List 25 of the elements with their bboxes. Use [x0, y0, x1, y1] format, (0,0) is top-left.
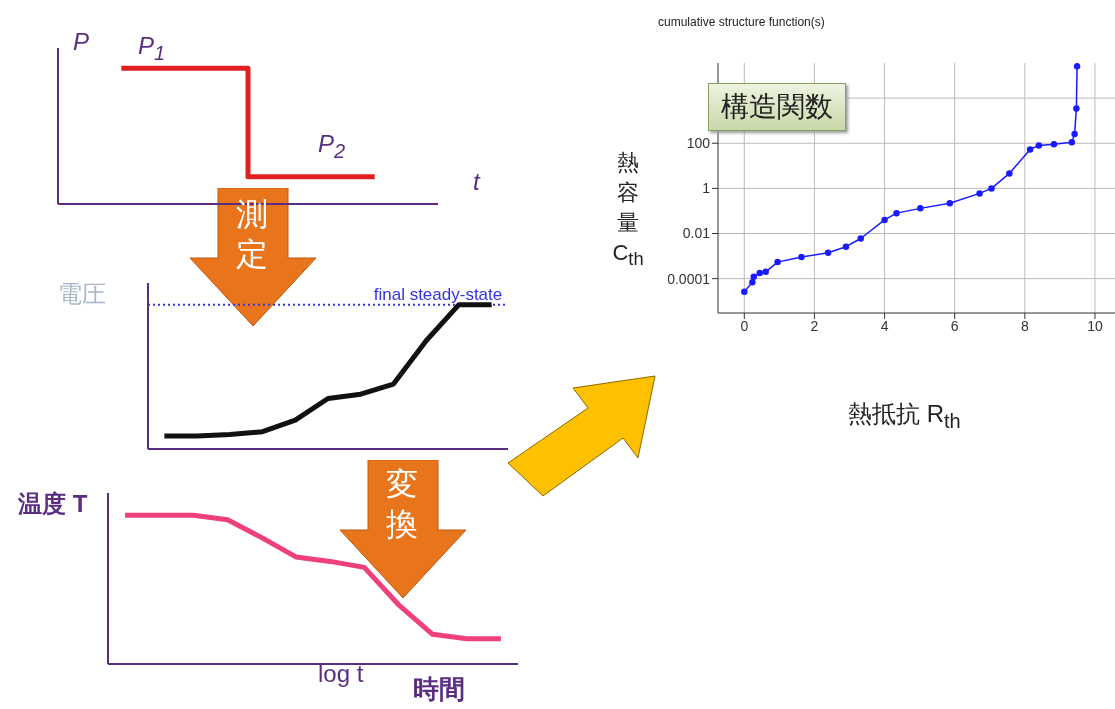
- x-tick-label: 8: [1020, 317, 1029, 334]
- chart-title: cumulative structure function(s): [658, 15, 825, 29]
- x-tick-label: 0: [740, 317, 749, 334]
- x-axis-title: t: [473, 168, 480, 195]
- x-axis-title: 熱抵抗 R$_{th}$: [848, 400, 961, 432]
- y-axis-title: 電圧: [58, 280, 106, 307]
- x-axis-title: log t: [318, 660, 364, 687]
- ref-line-label: final steady-state: [373, 284, 503, 304]
- y-tick-label: 100: [686, 135, 711, 152]
- y-tick-label: 0.0001: [667, 270, 711, 287]
- y-axis-title: P: [73, 28, 90, 55]
- text: 時間: [413, 674, 465, 704]
- x-tick-label: 4: [880, 317, 889, 334]
- x-tick-label: 2: [810, 317, 819, 334]
- annotation: 変換: [386, 466, 418, 542]
- y-tick-label: 0.01: [682, 225, 711, 242]
- y-tick-label: 1: [702, 180, 711, 197]
- annotation: P$_{2}$: [318, 130, 346, 162]
- y-axis-title: 温度 T: [18, 490, 88, 517]
- x-tick-label: 6: [950, 317, 959, 334]
- x-tick-label: 10: [1087, 317, 1103, 334]
- text: P$_{1}$: [138, 32, 166, 64]
- annotation: 構造関数: [721, 91, 833, 122]
- y-axis-title: 熱容量 C$_{th}$: [612, 150, 644, 270]
- annotation: 測定: [236, 196, 268, 272]
